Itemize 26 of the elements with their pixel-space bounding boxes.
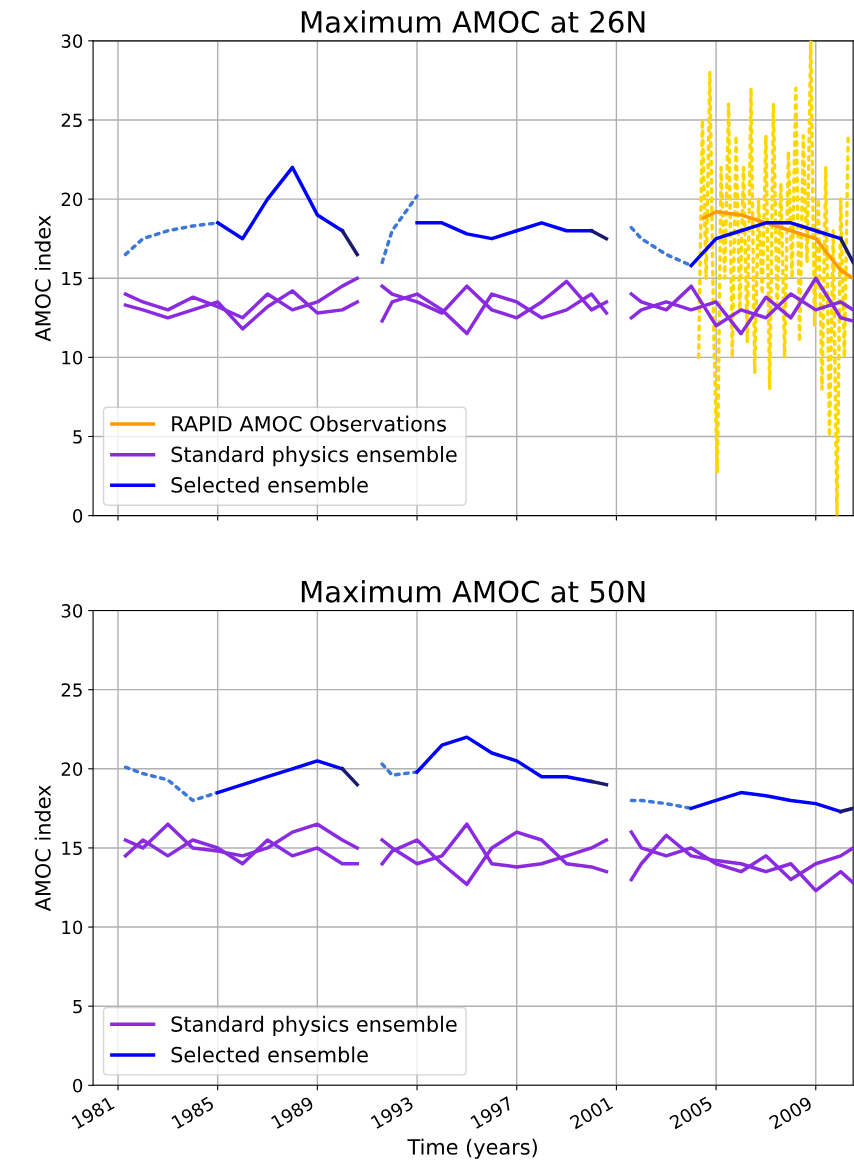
y-tick-label: 20	[61, 192, 83, 207]
y-tick-label: 25	[61, 113, 82, 128]
y-axis-title: AMOC index	[34, 785, 51, 912]
y-tick-label: 30	[61, 34, 83, 48]
chart-title: Maximum AMOC at 26N	[301, 10, 645, 33]
chart-title: Maximum AMOC at 50N	[301, 580, 645, 603]
line-series	[696, 40, 850, 516]
legend-label: Standard physics ensemble	[171, 1015, 457, 1036]
y-tick-label: 20	[61, 762, 83, 776]
line-series	[701, 210, 854, 280]
y-axis-title: AMOC index	[34, 215, 51, 342]
x-axis-title: Time (years)	[407, 1138, 537, 1159]
y-tick-label: 15	[62, 841, 82, 856]
y-tick-label: 0	[73, 1078, 83, 1093]
legend-label: Selected ensemble	[171, 1046, 368, 1063]
legend-label: RAPID AMOC Observations	[172, 415, 446, 432]
y-tick-label: 10	[62, 350, 83, 365]
y-tick-label: 15	[62, 271, 82, 286]
legend-label: Standard physics ensemble	[171, 446, 457, 467]
y-tick-label: 0	[73, 509, 83, 523]
y-tick-label: 30	[61, 604, 83, 618]
y-tick-label: 10	[62, 920, 83, 935]
legend-label: Selected ensemble	[171, 476, 368, 493]
y-tick-label: 5	[73, 430, 82, 444]
y-tick-label: 5	[73, 999, 82, 1014]
y-tick-label: 25	[61, 683, 82, 697]
